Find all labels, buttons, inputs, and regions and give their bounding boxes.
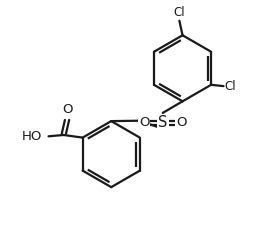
Text: O: O: [62, 104, 72, 116]
Text: Cl: Cl: [225, 80, 237, 93]
Text: HO: HO: [22, 130, 42, 143]
Text: O: O: [176, 116, 187, 130]
Text: O: O: [139, 116, 150, 130]
Text: S: S: [158, 115, 167, 131]
Text: Cl: Cl: [173, 6, 185, 19]
